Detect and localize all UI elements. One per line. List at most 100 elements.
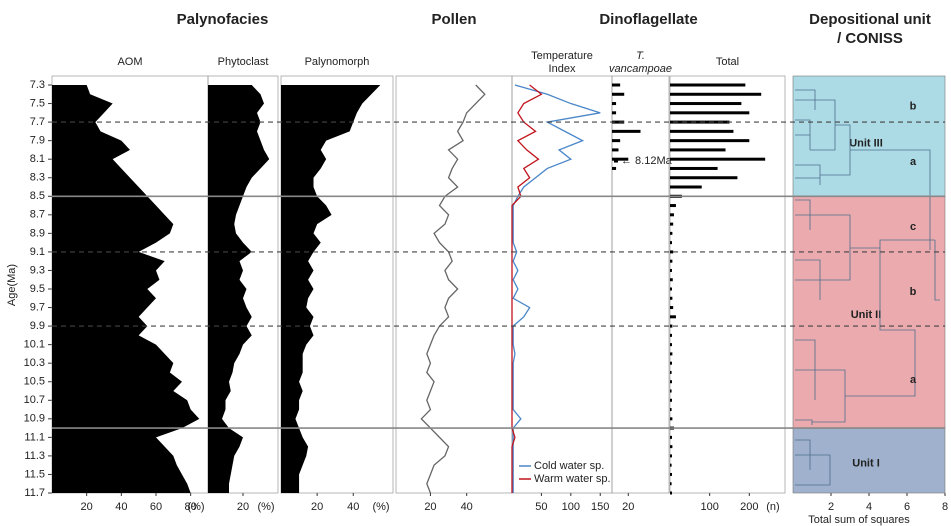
panel-title: vancampoae xyxy=(609,63,672,75)
bar xyxy=(670,120,730,124)
subunit-label: c xyxy=(910,221,916,233)
y-axis-label: Age(Ma) xyxy=(6,264,18,306)
bar xyxy=(670,157,766,161)
y-tick-label: 10.5 xyxy=(24,376,45,388)
bar xyxy=(670,176,738,180)
bar xyxy=(670,380,672,384)
subunit-label: b xyxy=(910,286,917,298)
bar xyxy=(612,92,625,96)
x-tick-label: 50 xyxy=(535,501,547,513)
bar xyxy=(670,111,750,115)
bar xyxy=(670,398,672,402)
subunit-label: a xyxy=(910,156,917,168)
bar xyxy=(670,333,672,337)
bar xyxy=(670,241,672,245)
y-tick-label: 11.5 xyxy=(24,468,45,480)
group-heading: Dinoflagellate xyxy=(599,11,697,28)
y-tick-label: 9.1 xyxy=(30,246,45,258)
x-unit: (%) xyxy=(372,501,389,513)
area xyxy=(208,85,270,493)
x-tick-label: 80 xyxy=(185,501,197,513)
bar xyxy=(612,102,617,106)
bar xyxy=(670,268,672,272)
bar xyxy=(612,157,629,161)
y-tick-label: 7.5 xyxy=(30,97,45,109)
y-tick-label: 8.7 xyxy=(30,209,45,221)
group-heading: Pollen xyxy=(431,11,476,28)
x-tick-label: 20 xyxy=(622,501,634,513)
bar xyxy=(670,370,672,374)
y-tick-label: 9.7 xyxy=(30,301,45,313)
bar xyxy=(670,417,673,421)
x-tick-label: 100 xyxy=(562,501,580,513)
bar xyxy=(670,129,734,133)
bar xyxy=(670,83,746,87)
y-tick-label: 9.3 xyxy=(30,264,45,276)
y-tick-label: 8.5 xyxy=(30,190,45,202)
x-tick-label: 8 xyxy=(942,501,948,513)
panel-title: Total xyxy=(716,56,739,68)
bar xyxy=(670,435,672,439)
x-tick-label: 20 xyxy=(424,501,436,513)
unit-label: Unit II xyxy=(851,309,882,321)
bar xyxy=(670,148,726,152)
y-tick-label: 8.3 xyxy=(30,172,45,184)
bar xyxy=(670,306,674,310)
bar xyxy=(670,315,676,319)
bar xyxy=(670,352,673,356)
legend-label: Warm water sp. xyxy=(534,473,611,485)
bar xyxy=(670,343,672,347)
bar xyxy=(670,222,674,226)
unit-band xyxy=(792,75,946,197)
bar xyxy=(612,111,617,115)
area xyxy=(52,85,200,493)
panel-title: Index xyxy=(549,63,576,75)
group-heading: Palynofacies xyxy=(177,11,269,28)
panel-frame xyxy=(611,75,670,494)
bar xyxy=(612,139,621,143)
y-tick-label: 11.1 xyxy=(24,431,45,443)
bar xyxy=(670,139,750,143)
annotation-mark xyxy=(614,159,618,163)
panel-title: Palynomorph xyxy=(305,56,370,68)
x-tick-label: 4 xyxy=(866,501,872,513)
y-tick-label: 7.3 xyxy=(30,79,45,91)
bar xyxy=(670,278,673,282)
y-tick-label: 7.7 xyxy=(30,116,45,128)
y-tick-label: 11.7 xyxy=(24,487,45,499)
y-tick-label: 9.5 xyxy=(30,283,45,295)
subunit-label: b xyxy=(910,100,917,112)
panel-title: Phytoclast xyxy=(218,56,269,68)
area xyxy=(281,85,381,493)
bar xyxy=(670,463,672,467)
bar xyxy=(670,361,672,365)
line xyxy=(420,84,486,494)
y-tick-label: 11.3 xyxy=(24,450,45,462)
bar xyxy=(612,120,625,124)
bar xyxy=(670,213,674,217)
bar xyxy=(670,185,702,189)
x-axis-label: Total sum of squares xyxy=(808,514,910,526)
bar xyxy=(670,259,673,263)
panel-title: Temperature xyxy=(531,50,593,62)
x-tick-label: 20 xyxy=(237,501,249,513)
x-tick-label: 40 xyxy=(461,501,473,513)
annotation: ← 8.12Ma xyxy=(621,155,673,167)
x-tick-label: 6 xyxy=(904,501,910,513)
bar xyxy=(670,324,673,328)
bar xyxy=(670,102,742,106)
bar xyxy=(670,408,672,412)
line xyxy=(511,84,543,493)
panel-frame xyxy=(669,75,786,494)
dendrogram xyxy=(795,89,940,486)
x-unit: (%) xyxy=(257,501,274,513)
y-tick-label: 10.7 xyxy=(24,394,45,406)
bar xyxy=(670,389,672,393)
group-heading: / CONISS xyxy=(837,30,903,47)
x-tick-label: 100 xyxy=(700,501,718,513)
unit-label: Unit III xyxy=(849,138,883,150)
y-tick-label: 9.9 xyxy=(30,320,45,332)
panel-title: T. xyxy=(636,50,645,62)
bar xyxy=(612,148,619,152)
